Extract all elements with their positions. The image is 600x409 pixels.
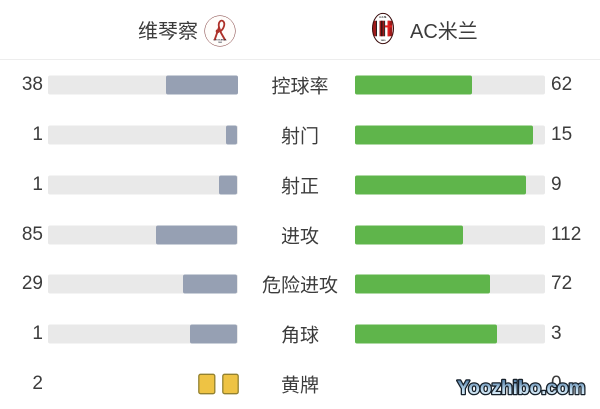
svg-text:1899: 1899	[381, 40, 387, 42]
svg-text:Yoozhibo.com: Yoozhibo.com	[457, 378, 585, 399]
svg-text:1902: 1902	[218, 42, 222, 44]
svg-text:A.C.M.: A.C.M.	[379, 16, 387, 19]
